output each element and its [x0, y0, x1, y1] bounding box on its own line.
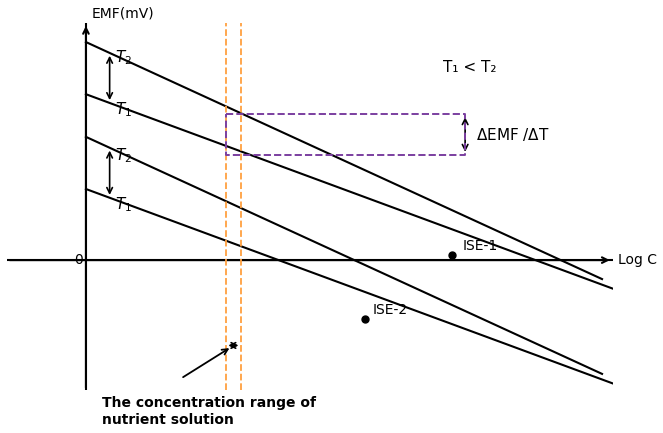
Text: ISE-1: ISE-1 — [463, 239, 498, 253]
Text: Log C: Log C — [618, 253, 657, 267]
Text: $T_1$: $T_1$ — [115, 100, 132, 119]
Text: The concentration range of
nutrient solution: The concentration range of nutrient solu… — [101, 396, 316, 427]
Text: T₁ < T₂: T₁ < T₂ — [443, 60, 497, 75]
Text: $T_1$: $T_1$ — [115, 195, 132, 214]
Text: $T_2$: $T_2$ — [115, 48, 132, 67]
Text: $T_2$: $T_2$ — [115, 146, 132, 165]
Text: EMF(mV): EMF(mV) — [91, 7, 154, 21]
Text: ISE-2: ISE-2 — [373, 303, 408, 317]
Text: 0: 0 — [74, 253, 84, 267]
Text: $\Delta$EMF /$\Delta$T: $\Delta$EMF /$\Delta$T — [475, 126, 550, 143]
